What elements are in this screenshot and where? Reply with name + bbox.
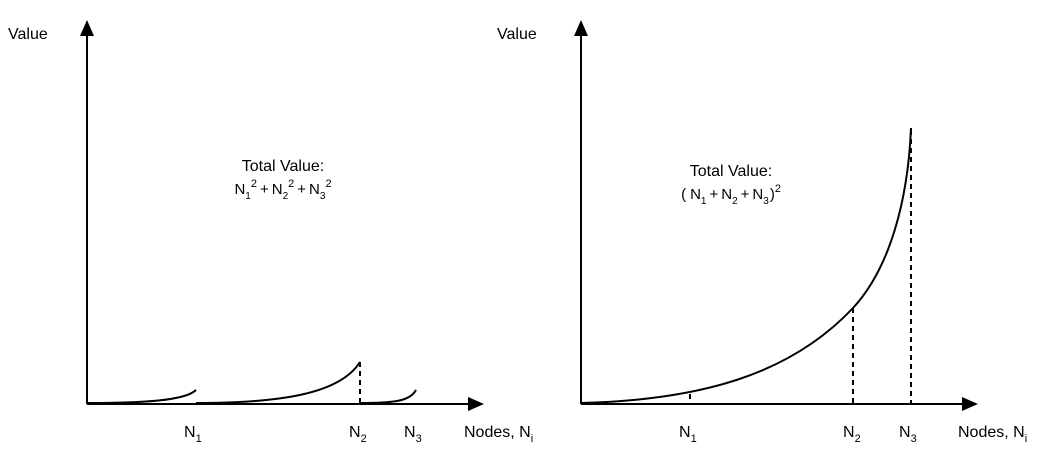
left-x-axis-arrowhead: [468, 397, 484, 411]
right-annotation-title: Total Value:: [690, 163, 772, 180]
right-y-axis-label: Value: [497, 26, 537, 43]
right-tick-n1: N1: [679, 424, 697, 445]
left-annotation-title: Total Value:: [242, 158, 324, 175]
right-x-axis-arrowhead: [962, 397, 978, 411]
right-panel: Value Nodes, Ni N1 N2 N3 Total Value: (N…: [497, 20, 1027, 445]
right-annotation-formula: (N1 + N2 + N3)2: [681, 183, 781, 207]
left-curve-n1: [86, 389, 197, 404]
right-x-axis-label: Nodes, Ni: [958, 424, 1027, 445]
left-annotation-formula: N12 + N22 + N32: [234, 178, 331, 202]
right-tick-n3: N3: [899, 424, 917, 445]
left-tick-n3: N3: [404, 424, 422, 445]
left-panel: Value Nodes, Ni N1 N2 N3 Total Value: N1…: [8, 20, 533, 445]
left-y-axis-arrowhead: [80, 20, 94, 36]
left-x-axis-label: Nodes, Ni: [464, 424, 533, 445]
left-curve-n2: [195, 361, 361, 404]
left-curve-n3: [359, 389, 417, 404]
right-y-axis-arrowhead: [574, 20, 588, 36]
left-tick-n1: N1: [184, 424, 202, 445]
right-curve: [580, 127, 912, 404]
right-tick-n2: N2: [843, 424, 861, 445]
left-tick-n2: N2: [349, 424, 367, 445]
left-y-axis-label: Value: [8, 26, 48, 43]
